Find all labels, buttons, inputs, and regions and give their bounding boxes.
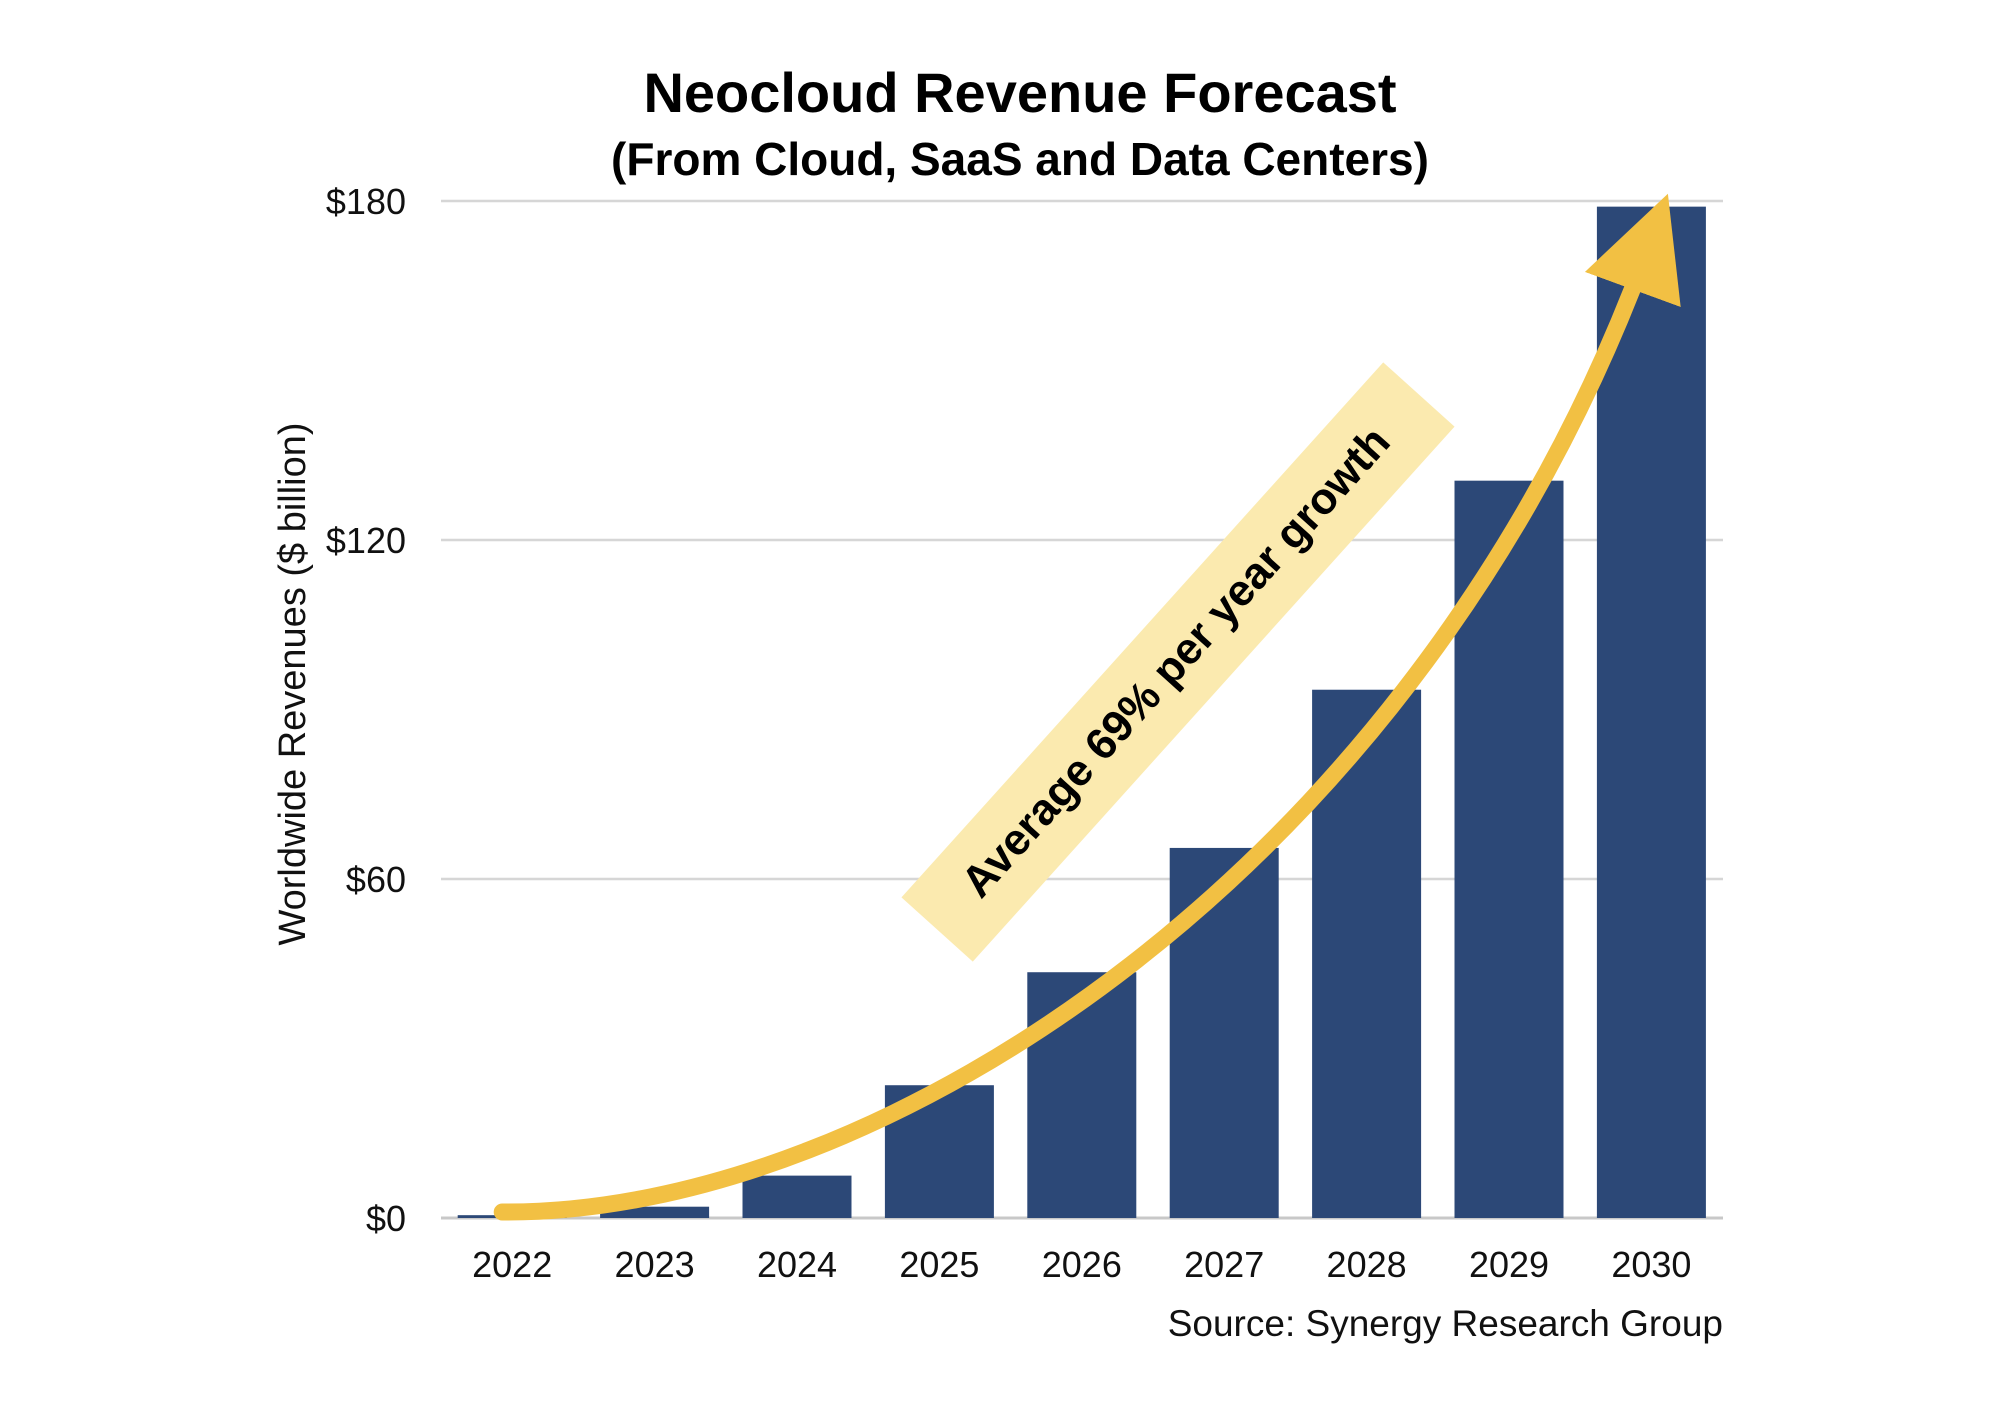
x-tick-label: 2027 — [1184, 1244, 1264, 1285]
x-tick-label: 2028 — [1327, 1244, 1407, 1285]
x-tick-label: 2025 — [899, 1244, 979, 1285]
bar-2023 — [600, 1206, 710, 1218]
chart-subtitle: (From Cloud, SaaS and Data Centers) — [611, 133, 1429, 185]
y-tick-label: $0 — [366, 1198, 406, 1239]
bar-2024 — [742, 1175, 852, 1218]
y-tick-label: $60 — [346, 859, 406, 900]
x-tick-label: 2022 — [472, 1244, 552, 1285]
bar-2030 — [1596, 206, 1706, 1218]
annotation-highlight-box — [901, 362, 1455, 962]
x-tick-label: 2024 — [757, 1244, 837, 1285]
bar-2027 — [1169, 847, 1279, 1218]
x-tick-label: 2023 — [615, 1244, 695, 1285]
growth-arrow — [493, 193, 1681, 1221]
y-tick-label: $180 — [326, 181, 406, 222]
x-tick-label: 2029 — [1469, 1244, 1549, 1285]
bar-2026 — [1027, 972, 1137, 1218]
y-axis-label: Worldwide Revenues ($ billion) — [272, 422, 314, 945]
y-tick-label: $120 — [326, 520, 406, 561]
x-tick-label: 2026 — [1042, 1244, 1122, 1285]
source-note: Source: Synergy Research Group — [1168, 1303, 1723, 1344]
y-axis-ticks: $0 $60 $120 $180 — [326, 181, 406, 1239]
x-tick-label: 2030 — [1611, 1244, 1691, 1285]
x-axis-ticks: 2022 2023 2024 2025 2026 2027 2028 2029 2030 — [472, 1244, 1691, 1285]
chart-title: Neocloud Revenue Forecast — [643, 61, 1396, 124]
